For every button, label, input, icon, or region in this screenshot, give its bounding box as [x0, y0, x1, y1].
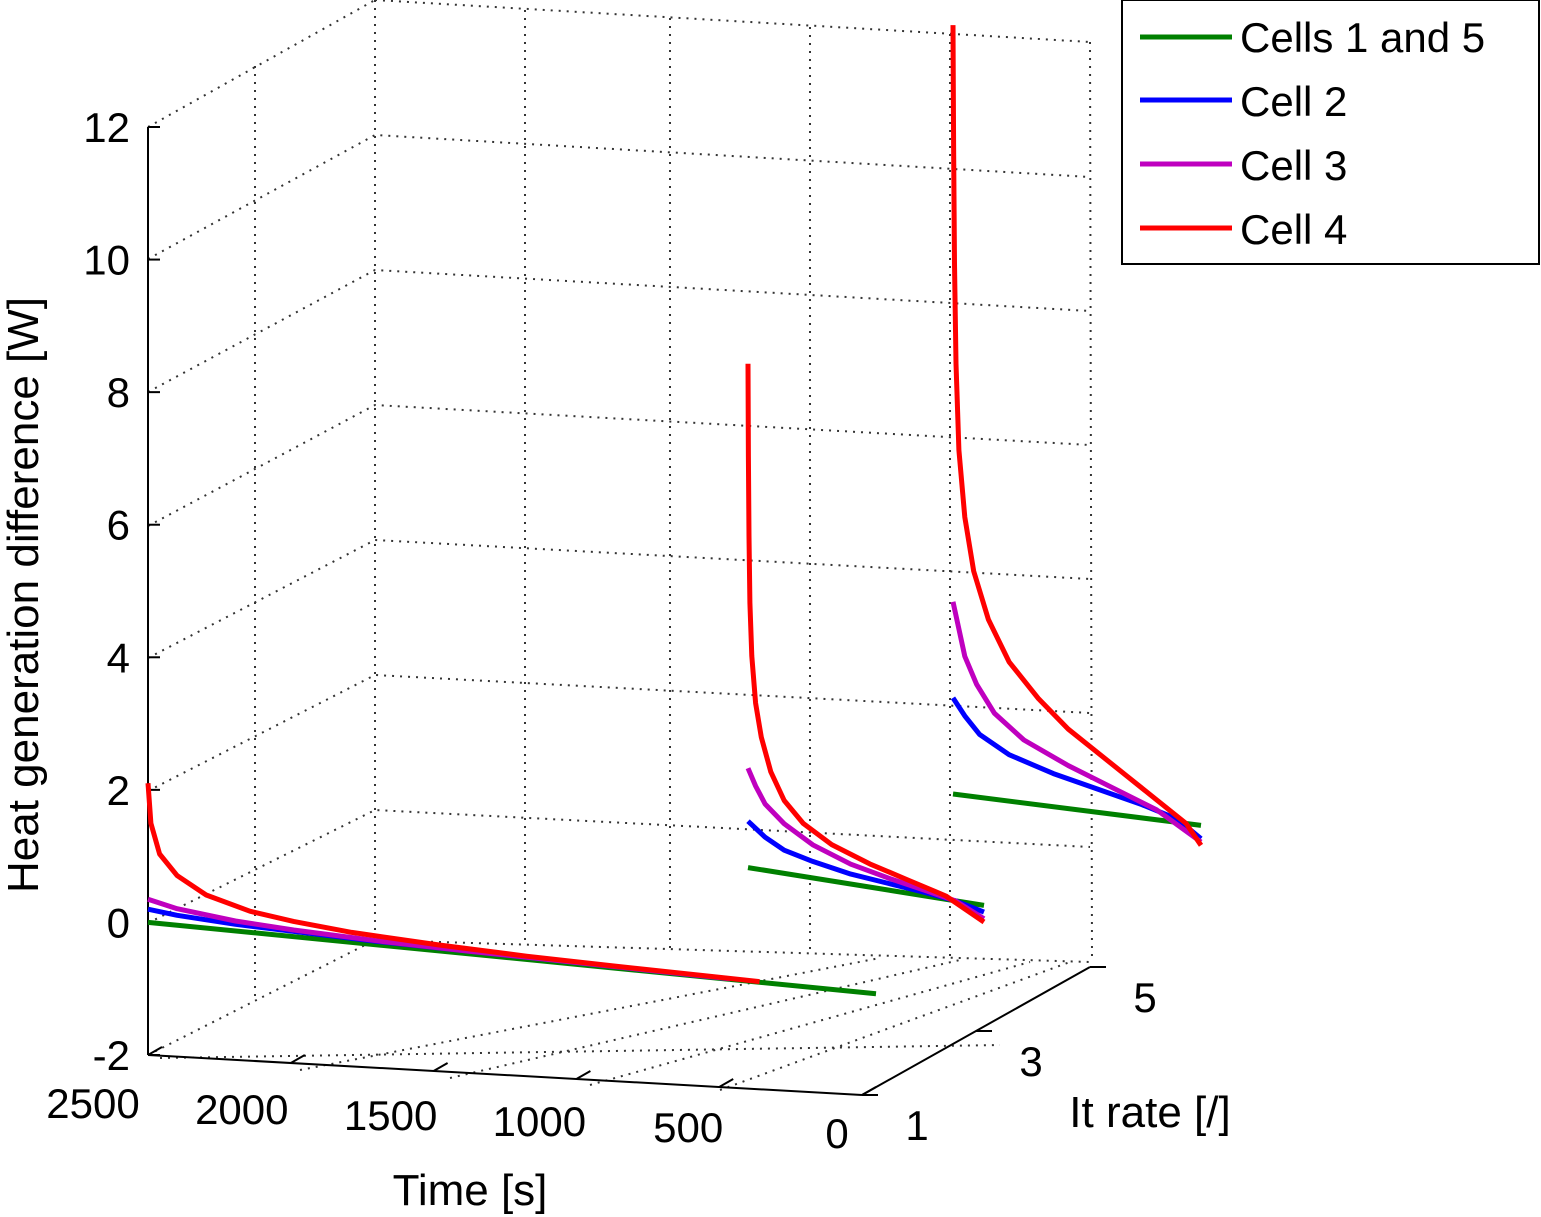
grid-line — [147, 403, 1091, 527]
tick-mark — [147, 1046, 163, 1056]
tick-label: 3 — [1019, 1038, 1042, 1085]
z-axis-label: Heat generation difference [W] — [0, 297, 48, 893]
chart-grid — [147, 0, 1093, 1091]
tick-label: 500 — [653, 1104, 723, 1151]
series-line — [952, 791, 1202, 828]
legend-label: Cell 3 — [1240, 142, 1347, 189]
legend-label: Cells 1 and 5 — [1240, 14, 1485, 61]
grid-line — [147, 808, 1091, 924]
tick-label: 8 — [107, 369, 130, 416]
tick-mark — [290, 1054, 306, 1064]
series-line — [745, 363, 986, 925]
grid-line — [147, 268, 1091, 393]
tick-label: 1500 — [344, 1092, 437, 1139]
tick-mark — [861, 1086, 877, 1096]
tick-label: 0 — [107, 899, 130, 946]
x-axis-label: Time [s] — [393, 1166, 548, 1215]
series-line — [950, 601, 1203, 845]
tick-label: 12 — [83, 104, 130, 151]
tick-label: 10 — [83, 237, 130, 284]
legend-box — [1121, 0, 1540, 265]
legend-label: Cell 4 — [1240, 206, 1347, 253]
tick-label: 2500 — [46, 1080, 139, 1127]
chart-series — [145, 25, 1204, 997]
tick-label: 0 — [825, 1110, 848, 1157]
y-axis-label: It rate [/] — [1069, 1088, 1230, 1137]
grid-line — [147, 538, 1091, 659]
grid-line — [147, 673, 1091, 792]
tick-label: 4 — [107, 634, 130, 681]
series-line — [950, 25, 1204, 847]
tick-label: 1 — [905, 1102, 928, 1149]
grid-line — [299, 957, 881, 1071]
chart-ticks: -2 0 2 4 6 8 10 12 2500 2000 1500 1000 500 0 1 3 5 — [46, 104, 1156, 1157]
grid-line — [1089, 41, 1093, 963]
grid-line — [159, 1044, 1001, 1059]
tick-label: 5 — [1133, 974, 1156, 1021]
grid-line — [147, 0, 376, 128]
grid-line — [147, 133, 1091, 260]
tick-mark — [575, 1070, 591, 1080]
legend-label: Cell 2 — [1240, 78, 1347, 125]
tick-label: 1000 — [493, 1098, 586, 1145]
grid-line — [147, 939, 376, 1056]
tick-mark — [433, 1062, 449, 1072]
tick-label: -2 — [93, 1032, 130, 1079]
grid-line — [589, 961, 1031, 1086]
tick-label: 2000 — [195, 1086, 288, 1133]
chart-axes — [147, 127, 1091, 1096]
tick-label: 2 — [107, 767, 130, 814]
tick-mark — [718, 1078, 734, 1088]
x-axis-line — [147, 1054, 863, 1096]
series-line — [145, 783, 760, 985]
tick-label: 6 — [107, 502, 130, 549]
legend: Cells 1 and 5 Cell 2 Cell 3 Cell 4 — [1121, 0, 1540, 265]
grid-line — [374, 0, 1091, 43]
